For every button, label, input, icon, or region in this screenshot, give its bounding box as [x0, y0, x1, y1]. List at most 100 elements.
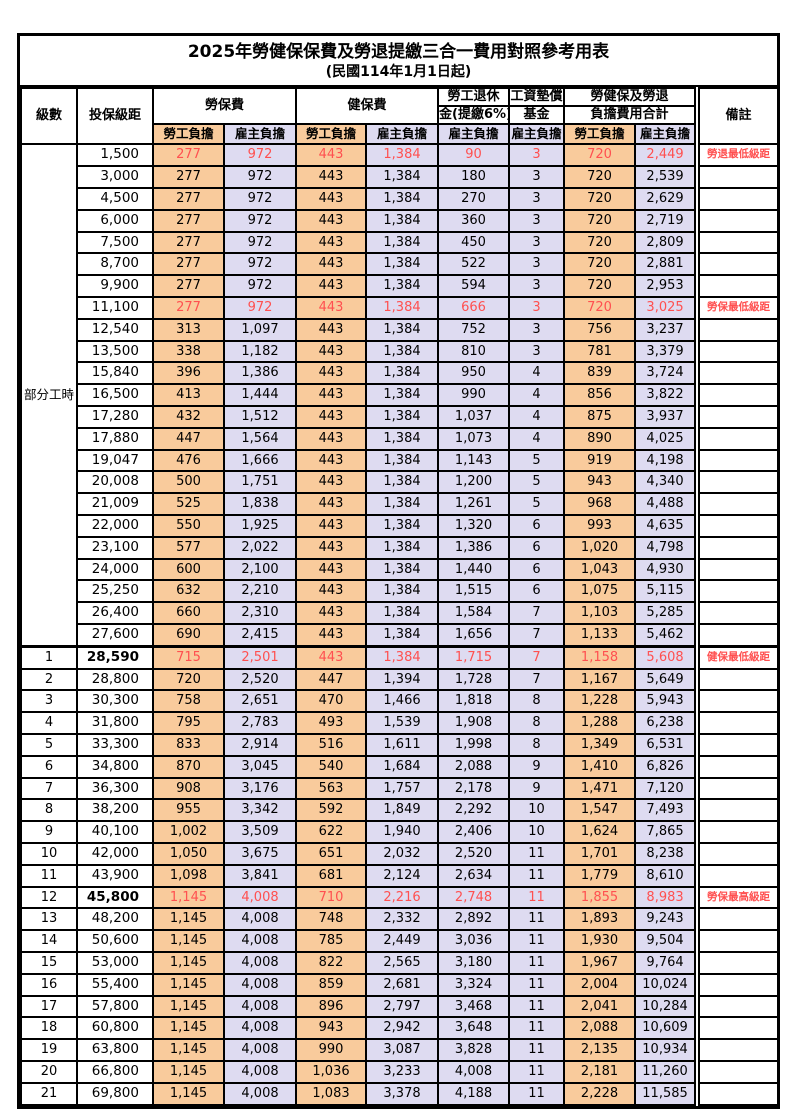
value-cell-勞工退休金(提繳6%)-雇主負擔: 1,584	[437, 601, 511, 625]
table-row: 20,008 500 1,751 443 1,384 1,200 5 943 4,340	[21, 470, 780, 495]
table-row: 19,047 476 1,666 443 1,384 1,143 5 919 4,198	[21, 448, 780, 473]
value-cell-勞保費-雇主負擔: 2,022	[222, 535, 298, 560]
value-cell-合計-勞工負擔: 720	[563, 187, 637, 211]
value-cell-工資墊償基金-雇主負擔: 7	[508, 601, 566, 625]
value-cell-勞保費-雇主負擔: 972	[222, 165, 298, 190]
value-cell-勞保費-勞工負擔: 632	[152, 579, 225, 604]
value-cell-健保費-雇主負擔: 2,681	[365, 972, 440, 997]
value-cell-合計-勞工負擔: 1,410	[563, 754, 637, 779]
value-cell-合計-勞工負擔: 1,228	[563, 689, 637, 714]
remark-cell	[694, 1038, 780, 1062]
remark-cell	[694, 187, 780, 211]
value-cell-勞保費-雇主負擔: 2,501	[222, 644, 298, 670]
value-cell-合計-雇主負擔: 5,462	[634, 622, 699, 648]
value-cell-健保費-雇主負擔: 1,384	[365, 165, 440, 190]
level-cell: 19	[20, 1038, 78, 1062]
value-cell-合計-雇主負擔: 5,649	[634, 667, 699, 692]
remark-cell	[694, 252, 780, 277]
table-header: 級數 投保級距 勞保費 健保費 勞工退休 工資墊償 勞健保及勞退 備註 金(提繳…	[20, 87, 780, 146]
value-cell-勞保費-雇主負擔: 3,176	[222, 776, 298, 801]
value-cell-健保費-勞工負擔: 785	[295, 929, 368, 953]
value-cell-工資墊償基金-雇主負擔: 11	[508, 907, 566, 932]
col-header-labor-insurance: 勞保費	[151, 87, 298, 126]
value-cell-健保費-雇主負擔: 1,684	[365, 754, 440, 779]
value-cell-工資墊償基金-雇主負擔: 11	[508, 1038, 566, 1062]
value-cell-勞工退休金(提繳6%)-雇主負擔: 3,180	[437, 950, 511, 975]
value-cell-健保費-勞工負擔: 443	[295, 426, 368, 451]
value-cell-健保費-雇主負擔: 1,384	[365, 230, 440, 255]
value-cell-合計-勞工負擔: 781	[563, 339, 637, 364]
value-cell-合計-勞工負擔: 2,004	[563, 972, 637, 997]
value-cell-合計-勞工負擔: 1,288	[563, 711, 637, 735]
value-cell-勞保費-雇主負擔: 972	[222, 208, 298, 233]
salary-bracket-cell: 31,800	[76, 711, 154, 735]
value-cell-健保費-雇主負擔: 1,384	[365, 513, 440, 538]
remark-cell	[694, 317, 780, 342]
value-cell-勞保費-雇主負擔: 1,512	[222, 405, 298, 429]
table-row: 21,009 525 1,838 443 1,384 1,261 5 968 4,488	[21, 492, 780, 516]
value-cell-勞保費-勞工負擔: 413	[152, 383, 225, 407]
value-cell-勞工退休金(提繳6%)-雇主負擔: 90	[437, 143, 511, 168]
value-cell-健保費-雇主負擔: 1,384	[365, 208, 440, 233]
subheader-health-employer: 雇主負擔	[365, 123, 440, 146]
value-cell-勞保費-雇主負擔: 3,509	[222, 820, 298, 844]
page-subtitle: (民國114年1月1日起)	[325, 63, 472, 80]
value-cell-勞保費-勞工負擔: 277	[152, 143, 225, 168]
level-cell: 16	[20, 972, 78, 997]
table-row: 11 43,900 1,098 3,841 681 2,124 2,634 11 1,779 8,…	[20, 863, 780, 888]
value-cell-勞保費-雇主負擔: 2,783	[222, 711, 298, 735]
salary-bracket-cell: 34,800	[76, 754, 154, 779]
value-cell-健保費-勞工負擔: 443	[295, 405, 368, 429]
value-cell-合計-勞工負擔: 720	[563, 165, 637, 190]
value-cell-健保費-雇主負擔: 3,233	[365, 1059, 440, 1084]
value-cell-勞保費-勞工負擔: 833	[152, 732, 225, 757]
value-cell-勞保費-勞工負擔: 277	[152, 208, 225, 233]
level-cell: 18	[20, 1016, 78, 1041]
salary-bracket-cell: 17,880	[76, 426, 154, 451]
value-cell-合計-勞工負擔: 943	[563, 470, 637, 495]
value-cell-工資墊償基金-雇主負擔: 5	[508, 470, 566, 495]
value-cell-健保費-雇主負擔: 1,611	[365, 732, 440, 757]
value-cell-健保費-勞工負擔: 748	[295, 907, 368, 932]
value-cell-勞工退休金(提繳6%)-雇主負擔: 1,515	[437, 579, 511, 604]
value-cell-勞工退休金(提繳6%)-雇主負擔: 3,468	[437, 994, 511, 1019]
value-cell-合計-雇主負擔: 2,953	[634, 274, 699, 299]
value-cell-勞工退休金(提繳6%)-雇主負擔: 2,178	[437, 776, 511, 801]
value-cell-勞保費-雇主負擔: 3,045	[222, 754, 298, 779]
value-cell-勞工退休金(提繳6%)-雇主負擔: 1,037	[437, 405, 511, 429]
value-cell-合計-勞工負擔: 1,349	[563, 732, 637, 757]
salary-bracket-cell: 20,008	[76, 470, 154, 495]
value-cell-健保費-雇主負擔: 1,384	[365, 361, 440, 386]
salary-bracket-cell: 21,009	[76, 492, 154, 516]
value-cell-工資墊償基金-雇主負擔: 10	[508, 798, 566, 823]
value-cell-合計-雇主負擔: 6,238	[634, 711, 699, 735]
value-cell-健保費-雇主負擔: 1,384	[365, 274, 440, 299]
value-cell-勞保費-雇主負擔: 4,008	[222, 929, 298, 953]
col-header-wage-fund-line2: 基金	[508, 105, 566, 126]
salary-bracket-cell: 66,800	[76, 1059, 154, 1084]
value-cell-合計-雇主負擔: 4,635	[634, 513, 699, 538]
value-cell-健保費-勞工負擔: 443	[295, 601, 368, 625]
salary-bracket-cell: 4,500	[76, 187, 154, 211]
col-header-health-insurance: 健保費	[295, 87, 440, 126]
value-cell-合計-雇主負擔: 4,798	[634, 535, 699, 560]
remark-cell: 勞保最高級距	[694, 885, 780, 910]
value-cell-合計-雇主負擔: 11,260	[634, 1059, 699, 1084]
value-cell-勞工退休金(提繳6%)-雇主負擔: 3,828	[437, 1038, 511, 1062]
remark-cell	[694, 383, 780, 407]
value-cell-健保費-雇主負擔: 2,797	[365, 994, 440, 1019]
salary-bracket-cell: 28,590	[76, 644, 154, 670]
value-cell-勞保費-勞工負擔: 525	[152, 492, 225, 516]
value-cell-勞工退休金(提繳6%)-雇主負擔: 4,008	[437, 1059, 511, 1084]
value-cell-健保費-勞工負擔: 443	[295, 448, 368, 473]
table-row: 11,100 277 972 443 1,384 666 3 720 3,025 勞保最低級距	[21, 296, 780, 320]
value-cell-合計-雇主負擔: 4,488	[634, 492, 699, 516]
value-cell-勞保費-雇主負擔: 4,008	[222, 885, 298, 910]
value-cell-健保費-勞工負擔: 443	[295, 470, 368, 495]
value-cell-健保費-勞工負擔: 651	[295, 841, 368, 866]
value-cell-勞保費-雇主負擔: 4,008	[222, 950, 298, 975]
value-cell-健保費-勞工負擔: 563	[295, 776, 368, 801]
subheader-health-employee: 勞工負擔	[295, 123, 368, 146]
value-cell-勞工退休金(提繳6%)-雇主負擔: 1,908	[437, 711, 511, 735]
value-cell-勞工退休金(提繳6%)-雇主負擔: 990	[437, 383, 511, 407]
